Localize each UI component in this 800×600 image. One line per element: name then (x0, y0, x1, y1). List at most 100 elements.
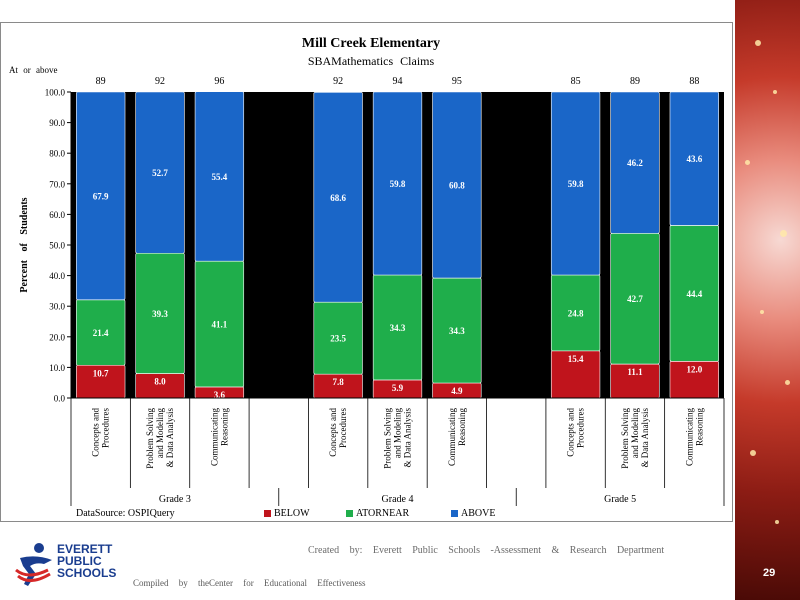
data-label-at_or_near: 24.8 (568, 308, 584, 318)
page-number: 29 (763, 567, 776, 579)
data-label-below: 5.9 (392, 383, 404, 393)
y-tick-label: 10.0 (49, 363, 65, 373)
bar-segment-above (76, 91, 126, 301)
data-label-below: 12.0 (686, 364, 702, 374)
y-tick-label: 20.0 (49, 332, 65, 342)
y-tick-label: 0.0 (54, 394, 66, 404)
bar-segment-above (372, 91, 423, 276)
data-source-note: DataSource: OSPIQuery (76, 508, 175, 519)
data-label-below: 10.7 (93, 368, 109, 378)
stacked-bar-chart: Mill Creek Elementary SBAMathematics Clai… (9, 36, 725, 506)
data-label-at_or_near: 44.4 (686, 289, 702, 299)
category-label-line: and Modeling (630, 408, 640, 459)
data-label-at_or_near: 34.3 (449, 326, 465, 336)
data-label-above: 60.8 (449, 181, 465, 191)
y-tick-label: 100.0 (45, 88, 66, 98)
category-label-line: and Modeling (155, 408, 165, 459)
fireworks-image (735, 0, 800, 600)
data-label-below: 7.8 (333, 377, 345, 387)
data-label-above: 67.9 (93, 191, 109, 201)
category-label-line: Reasoning (457, 408, 467, 446)
bar-segment-above (432, 91, 482, 279)
chart-subtitle: SBAMathematics Claims (308, 54, 435, 68)
legend-item-above: ABOVE (451, 508, 495, 519)
data-label-below: 3.6 (214, 390, 226, 400)
at-or-above-value: 85 (571, 76, 581, 87)
category-label-line: Problem Solving (145, 408, 155, 469)
data-label-below: 11.1 (627, 367, 643, 377)
category-label-line: Procedures (338, 408, 348, 448)
data-label-above: 68.6 (330, 193, 346, 203)
data-label-at_or_near: 42.7 (627, 294, 643, 304)
legend-swatch (346, 510, 353, 518)
bar-segment-above (669, 91, 719, 226)
everett-public-schools-logo: EVERETT PUBLIC SCHOOLS (14, 540, 139, 590)
bar-segment-above (135, 91, 185, 254)
at-or-above-value: 89 (96, 76, 106, 87)
at-or-above-value: 94 (393, 76, 403, 87)
category-label-line: Communicating (209, 408, 219, 466)
data-label-below: 8.0 (154, 377, 166, 387)
data-label-above: 59.8 (390, 179, 406, 189)
group-label: Grade 4 (382, 494, 414, 505)
bar-segment-above (610, 91, 660, 234)
chart-title: Mill Creek Elementary (302, 36, 440, 51)
y-tick-label: 40.0 (49, 271, 65, 281)
category-label-line: Reasoning (219, 408, 229, 446)
legend-item-at_or_near: ATORNEAR (346, 508, 409, 519)
data-label-at_or_near: 39.3 (152, 309, 168, 319)
category-label-line: Problem Solving (383, 408, 393, 469)
y-tick-label: 30.0 (49, 302, 65, 312)
legend-label: BELOW (274, 508, 310, 519)
at-or-above-value: 88 (689, 76, 699, 87)
group-label: Grade 3 (159, 494, 191, 505)
category-label-line: Communicating (684, 408, 694, 466)
category-label-line: & Data Analysis (165, 408, 175, 468)
data-label-at_or_near: 34.3 (390, 323, 406, 333)
y-axis-label: Percent of Students (19, 197, 30, 292)
data-label-at_or_near: 23.5 (330, 334, 346, 344)
at-or-above-value: 92 (155, 76, 165, 87)
logo-line-2: PUBLIC (57, 554, 102, 568)
logo-line-3: SCHOOLS (57, 566, 117, 580)
legend-item-below: BELOW (264, 508, 310, 519)
footer-compiled: Compiled by theCenter for Educational Ef… (133, 578, 366, 588)
data-label-above: 59.8 (568, 179, 584, 189)
logo-text: EVERETT PUBLIC SCHOOLS (57, 543, 116, 579)
footer-credit: Created by: Everett Public Schools -Asse… (308, 545, 665, 556)
at-or-above-value: 96 (214, 76, 224, 87)
category-label-line: Procedures (101, 408, 111, 448)
logo-figure-icon (15, 543, 52, 586)
at-or-above-value: 89 (630, 76, 640, 87)
data-label-above: 52.7 (152, 168, 168, 178)
data-label-above: 46.2 (627, 158, 643, 168)
at-or-above-label: At or above (9, 65, 58, 75)
bar-segment-above (313, 92, 363, 303)
group-label: Grade 5 (604, 494, 636, 505)
category-label-line: and Modeling (393, 408, 403, 459)
y-tick-label: 90.0 (49, 118, 65, 128)
category-label-line: Concepts and (328, 408, 338, 457)
y-tick-label: 70.0 (49, 179, 65, 189)
category-label-line: Problem Solving (620, 408, 630, 469)
category-label-line: & Data Analysis (403, 408, 413, 468)
legend-swatch (264, 510, 271, 518)
category-label-line: & Data Analysis (640, 408, 650, 468)
y-tick-label: 50.0 (49, 241, 65, 251)
category-label-line: Concepts and (91, 408, 101, 457)
category-label-line: Reasoning (694, 408, 704, 446)
y-tick-label: 60.0 (49, 210, 65, 220)
legend-label: ABOVE (461, 508, 496, 519)
chart-frame: Mill Creek Elementary SBAMathematics Clai… (0, 22, 733, 522)
legend-label: ATORNEAR (356, 508, 410, 519)
data-label-above: 55.4 (212, 172, 228, 182)
category-label-line: Concepts and (566, 408, 576, 457)
data-label-below: 15.4 (568, 354, 584, 364)
y-tick-label: 80.0 (49, 149, 65, 159)
category-label-line: Communicating (447, 408, 457, 466)
data-label-at_or_near: 41.1 (212, 320, 228, 330)
legend-swatch (451, 510, 458, 518)
logo-line-1: EVERETT (57, 542, 113, 556)
data-label-below: 4.9 (451, 386, 463, 396)
